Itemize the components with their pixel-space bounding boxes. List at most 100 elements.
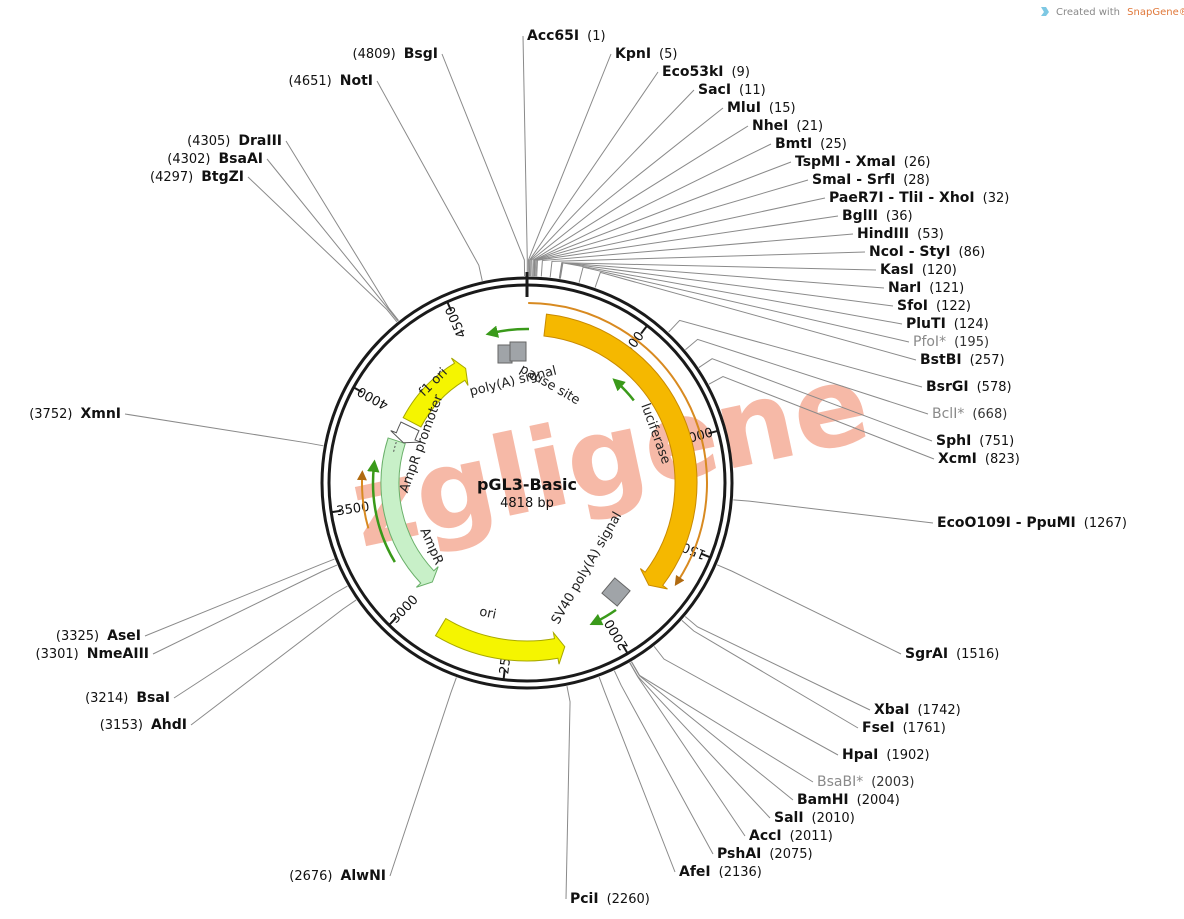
site-line-xmni [124, 413, 324, 447]
site-acci[interactable]: AccI (2011) [749, 828, 833, 844]
site-line-sfoi [559, 262, 894, 307]
svg-text:EcoO109I - PpuMI(1267): EcoO109I - PpuMI (1267) [937, 515, 1127, 531]
site-line-bsabi [631, 661, 814, 783]
site-position: (3325) [56, 629, 99, 644]
site-draiii[interactable]: (4305) DraIII [187, 133, 282, 149]
site-kasi[interactable]: KasI (120) [880, 262, 957, 278]
site-position: (3301) [36, 647, 79, 662]
site-pluti[interactable]: PluTI (124) [906, 316, 989, 332]
site-ecoo109i-ppumi[interactable]: EcoO109I - PpuMI (1267) [937, 515, 1127, 531]
site-ncoi-styi[interactable]: NcoI - StyI (86) [869, 244, 985, 260]
svg-text:SfoI(122): SfoI (122) [897, 298, 971, 314]
site-eco53ki[interactable]: Eco53kI (9) [662, 64, 750, 80]
tick-label-2000: 2000 [602, 616, 632, 652]
site-sfoi[interactable]: SfoI (122) [897, 298, 971, 314]
site-position: (1902) [886, 748, 929, 763]
site-name: FseI [862, 720, 895, 736]
pause-site-feature[interactable] [509, 341, 527, 362]
site-xmni[interactable]: (3752) XmnI [29, 406, 121, 422]
tick-mark-4000 [353, 386, 363, 394]
site-position: (1267) [1084, 516, 1127, 531]
site-name: BsaAI [219, 151, 264, 167]
restriction-sites: Acc65I (1) KpnI (5) Eco53kI (9) SacI (11) MluI (1… [29, 28, 1127, 907]
site-pcii[interactable]: PciI (2260) [570, 891, 650, 907]
site-bsrgi[interactable]: BsrGI (578) [926, 379, 1012, 395]
site-line-acc65i [522, 35, 528, 277]
site-line-sphi [698, 358, 933, 442]
site-name: SgrAI [905, 646, 948, 662]
site-position: (195) [954, 335, 989, 350]
site-name: NotI [340, 73, 373, 89]
site-xbai[interactable]: XbaI (1742) [874, 702, 961, 718]
site-bsaai[interactable]: (4302) BsaAI [167, 151, 263, 167]
site-name: XbaI [874, 702, 909, 718]
site-afei[interactable]: AfeI (2136) [679, 864, 762, 880]
site-pshai[interactable]: PshAI (2075) [717, 846, 813, 862]
site-paer7i-tlii-xhoi[interactable]: PaeR7I - TliI - XhoI (32) [829, 190, 1009, 206]
site-name: SalI [774, 810, 804, 826]
site-smai-srfi[interactable]: SmaI - SrfI (28) [812, 172, 930, 188]
site-bsabi[interactable]: BsaBI* (2003) [817, 774, 914, 790]
svg-text:BsrGI(578): BsrGI (578) [926, 379, 1012, 395]
ori-feature[interactable] [434, 617, 566, 665]
site-line-fsei [681, 620, 859, 729]
site-nmeaiii[interactable]: (3301) NmeAIII [36, 646, 150, 662]
site-hpai[interactable]: HpaI (1902) [842, 747, 930, 763]
site-sali[interactable]: SalI (2010) [774, 810, 855, 826]
site-noti[interactable]: (4651) NotI [289, 73, 373, 89]
site-mlui[interactable]: MluI (15) [727, 100, 796, 116]
ampr-feature[interactable] [380, 437, 439, 588]
site-bstbi[interactable]: BstBI (257) [920, 352, 1005, 368]
svg-text:(2676)AlwNI: (2676) AlwNI [289, 868, 386, 884]
site-bamhi[interactable]: BamHI (2004) [797, 792, 900, 808]
site-kpni[interactable]: KpnI (5) [615, 46, 677, 62]
site-xcmi[interactable]: XcmI (823) [938, 451, 1020, 467]
ori-label: ori [478, 604, 498, 622]
sv40-polya-feature[interactable] [601, 577, 631, 607]
site-alwni[interactable]: (2676) AlwNI [289, 868, 386, 884]
site-bsai[interactable]: (3214) BsaI [85, 690, 170, 706]
f1-ori-feature[interactable] [402, 357, 469, 428]
site-position: (1761) [903, 721, 946, 736]
site-hindiii[interactable]: HindIII (53) [857, 226, 944, 242]
svg-text:(4305)DraIII: (4305) DraIII [187, 133, 282, 149]
tick-mark-500 [640, 325, 648, 335]
site-nhei[interactable]: NheI (21) [752, 118, 823, 134]
site-asei[interactable]: (3325) AseI [56, 628, 141, 644]
site-line-sgrai [716, 564, 902, 655]
site-sgrai[interactable]: SgrAI (1516) [905, 646, 999, 662]
site-line-alwni [389, 677, 457, 877]
site-position: (2011) [790, 829, 833, 844]
site-name: AseI [107, 628, 141, 644]
site-position: (823) [985, 452, 1020, 467]
luciferase-feature[interactable] [543, 313, 698, 590]
site-fsei[interactable]: FseI (1761) [862, 720, 946, 736]
site-position: (120) [922, 263, 957, 278]
site-pfoi[interactable]: PfoI* (195) [913, 334, 989, 350]
site-sphi[interactable]: SphI (751) [936, 433, 1014, 449]
svg-text:BglII(36): BglII (36) [842, 208, 913, 224]
svg-text:(4809)BsgI: (4809) BsgI [353, 46, 438, 62]
site-saci[interactable]: SacI (11) [698, 82, 766, 98]
site-acc65i[interactable]: Acc65I (1) [527, 28, 606, 44]
tick-mark-2500 [502, 669, 506, 680]
site-line-xbai [684, 616, 871, 711]
site-position: (4809) [353, 47, 396, 62]
site-position: (9) [731, 65, 749, 80]
site-line-bsaai [266, 158, 399, 322]
ampr-promoter-feature[interactable] [390, 421, 421, 444]
site-position: (36) [886, 209, 913, 224]
site-bmti[interactable]: BmtI (25) [775, 136, 847, 152]
site-line-paer7i-tlii-xhoi [535, 197, 826, 277]
site-btgzi[interactable]: (4297) BtgZI [150, 169, 244, 185]
site-nari[interactable]: NarI (121) [888, 280, 964, 296]
site-tspmi-xmai[interactable]: TspMI - XmaI (26) [795, 154, 930, 170]
svg-text:(4651)NotI: (4651) NotI [289, 73, 373, 89]
site-line-ncoi-styi [549, 251, 866, 278]
site-ahdi[interactable]: (3153) AhdI [100, 717, 187, 733]
site-bglii[interactable]: BglII (36) [842, 208, 913, 224]
site-bcli[interactable]: BclI* (668) [932, 406, 1007, 422]
svg-text:BsaBI*(2003): BsaBI* (2003) [817, 774, 914, 790]
site-bsgi[interactable]: (4809) BsgI [353, 46, 438, 62]
